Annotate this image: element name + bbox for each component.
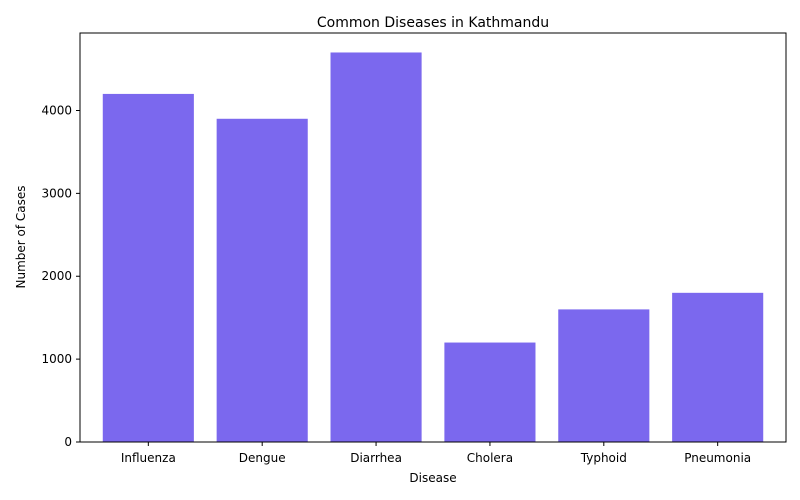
x-tick-label: Cholera <box>467 451 513 465</box>
y-tick-label: 2000 <box>41 269 72 283</box>
bar-dengue <box>216 118 308 443</box>
x-tick-label: Pneumonia <box>684 451 751 465</box>
chart-title: Common Diseases in Kathmandu <box>317 15 549 31</box>
bar-typhoid <box>558 309 650 442</box>
bar-pneumonia <box>672 292 764 442</box>
bar-influenza <box>102 93 194 443</box>
bar-cholera <box>444 342 536 442</box>
x-tick-label: Influenza <box>121 451 176 465</box>
y-tick-label: 3000 <box>41 186 72 200</box>
x-tick-label: Dengue <box>239 451 286 465</box>
y-tick-label: 0 <box>64 435 72 449</box>
bars-group <box>102 52 764 443</box>
y-tick-label: 4000 <box>41 103 72 117</box>
plot-area-frame <box>79 32 787 443</box>
x-tick-label: Typhoid <box>580 451 627 465</box>
x-tick-label: Diarrhea <box>350 451 402 465</box>
bar-diarrhea <box>330 52 422 442</box>
y-axis-ticks: 0 1000 2000 3000 4000 <box>41 103 80 449</box>
y-tick-label: 1000 <box>41 352 72 366</box>
y-axis-label: Number of Cases <box>14 185 28 288</box>
x-axis-ticks: Influenza Dengue Diarrhea Cholera Typhoid Pne… <box>121 442 751 465</box>
x-axis-label: Disease <box>409 471 456 485</box>
